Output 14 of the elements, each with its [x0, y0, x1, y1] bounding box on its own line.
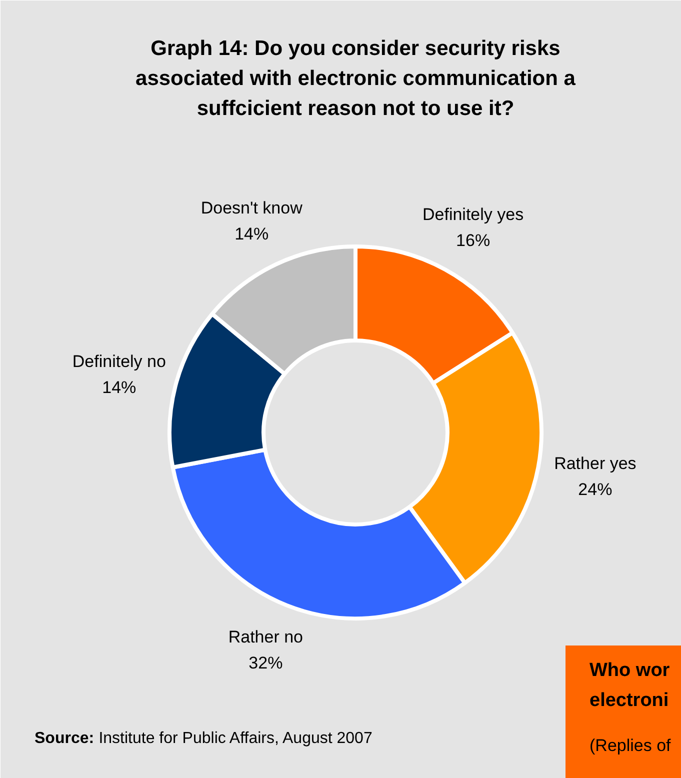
data-label: 14%	[234, 224, 269, 244]
text: (Replies of	[590, 736, 672, 755]
text: Who wor electroni	[590, 660, 670, 711]
slice-label: Rather yes	[554, 454, 636, 473]
data-label: 14%	[102, 378, 136, 397]
slice-label: Definitely no	[72, 352, 166, 371]
slice-label: Definitely yes	[422, 204, 524, 224]
source-note: Source: Institute for Public Affairs, August 2007	[34, 730, 372, 747]
slice-label: Rather no	[228, 628, 304, 647]
slice-label: Doesn't know	[200, 198, 304, 218]
data-label: 32%	[248, 654, 283, 673]
data-label: 16%	[456, 230, 490, 250]
data-label: 24%	[578, 480, 612, 499]
chart-title: Graph 14: Do you consider security risks associated with electronic communication a suffcicient reason not to use it?	[136, 37, 576, 120]
